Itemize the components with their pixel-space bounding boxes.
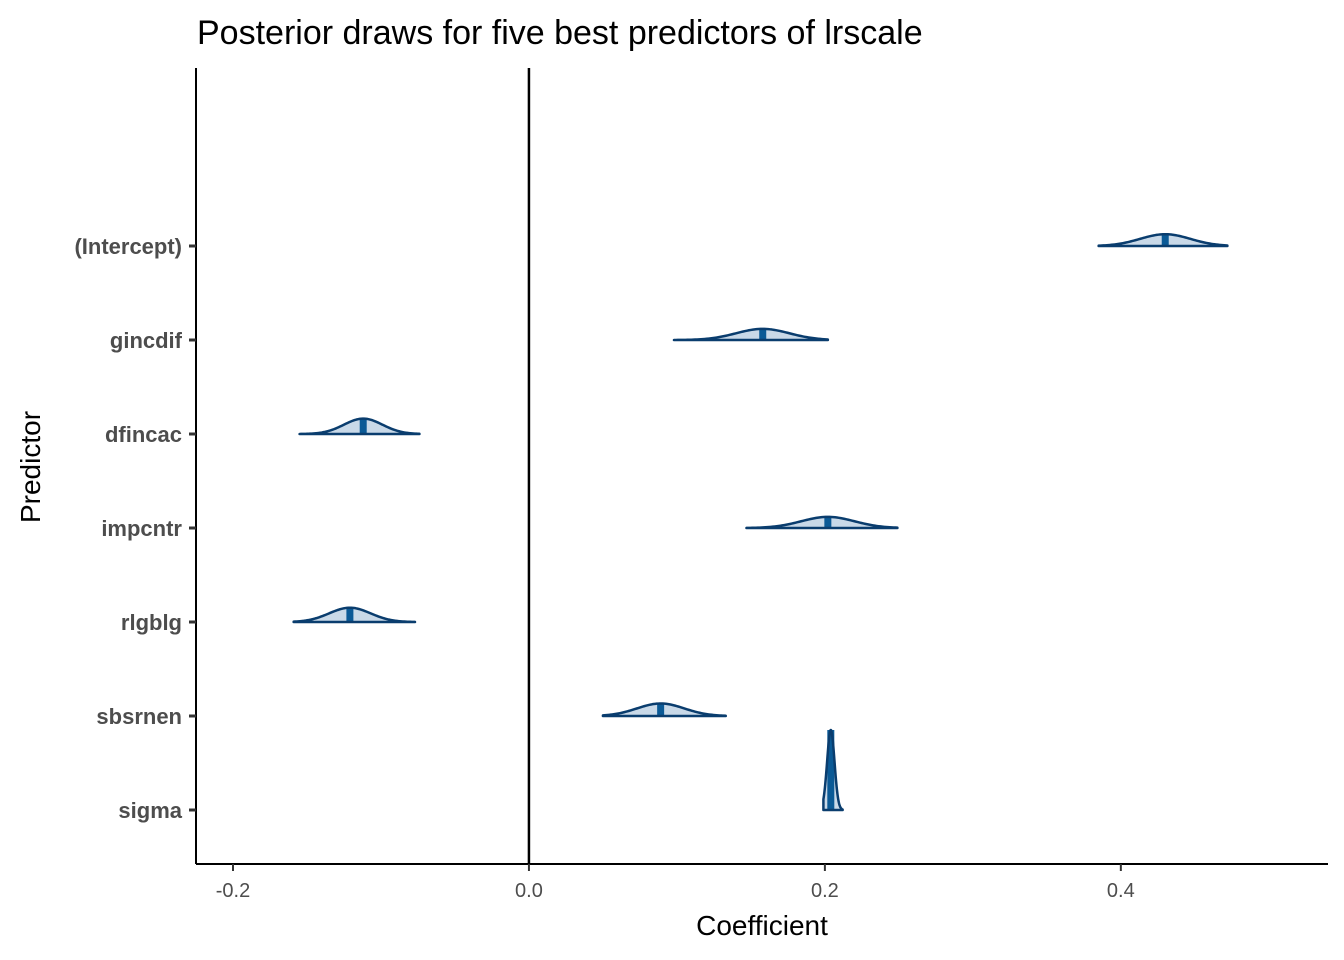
chart-title: Posterior draws for five best predictors…	[197, 14, 923, 52]
ridge-fill	[673, 328, 828, 340]
y-tick-label: dfincac	[105, 422, 182, 447]
ridge-outline	[298, 417, 421, 436]
ridge-outline	[601, 702, 727, 718]
y-tick-label: sbsrnen	[96, 704, 182, 729]
density-ridge-intercept	[1097, 232, 1229, 248]
y-tick-label: sigma	[118, 798, 182, 823]
density-ridge-gincdif	[672, 327, 830, 342]
ridge-outline	[1097, 232, 1229, 248]
density-ridge-sbsrnen	[601, 702, 727, 718]
x-tick-label: -0.2	[216, 880, 250, 902]
y-axis-title: Predictor	[15, 411, 46, 523]
x-axis-title: Coefficient	[696, 910, 828, 941]
ridge-outline	[745, 515, 899, 530]
density-ridge-sigma	[822, 728, 844, 812]
y-tick-label: impcntr	[101, 516, 182, 541]
x-tick-label: 0.0	[515, 880, 543, 902]
x-tick-label: 0.4	[1107, 880, 1135, 902]
x-tick-label: 0.2	[811, 880, 839, 902]
y-tick-label: gincdif	[110, 328, 183, 353]
ridge-outline	[672, 327, 830, 342]
ridge-fill	[299, 418, 420, 434]
ridge-fill	[293, 607, 415, 622]
density-ridge-impcntr	[745, 515, 899, 530]
ridge-outline	[292, 606, 417, 624]
ridge-outline	[822, 728, 844, 812]
y-tick-label: (Intercept)	[74, 234, 182, 259]
density-ridge-dfincac	[298, 417, 421, 436]
y-tick-label: rlgblg	[121, 610, 182, 635]
plot-area: -0.2 0.0 0.2 0.4 (Intercept) gincdif dfincac im…	[74, 68, 1328, 902]
density-ridge-rlgblg	[292, 606, 417, 624]
